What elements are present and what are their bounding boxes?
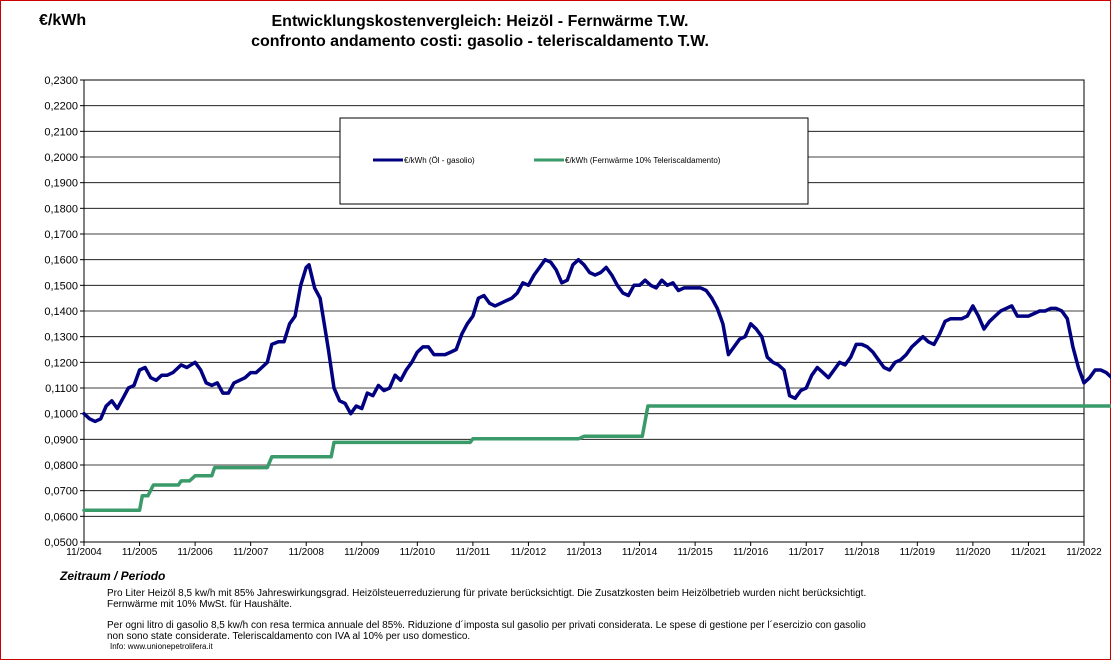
x-tick-label: 11/2022 bbox=[1066, 547, 1102, 558]
x-tick-label: 11/2020 bbox=[955, 547, 991, 558]
y-tick-label: 0,0900 bbox=[44, 434, 78, 446]
y-tick-label: 0,0800 bbox=[44, 460, 78, 472]
x-tick-label: 11/2018 bbox=[844, 547, 880, 558]
legend-label-oil: €/kWh (Öl - gasolio) bbox=[404, 156, 475, 165]
x-tick-label: 11/2017 bbox=[789, 547, 825, 558]
x-axis-ticks: 11/2004 11/2005 11/2006 11/2007 11/2008 11/20… bbox=[66, 542, 1102, 558]
chart-title-de: Entwicklungskostenvergleich: Heizöl - Fe… bbox=[271, 13, 689, 30]
y-tick-label: 0,2300 bbox=[44, 75, 78, 87]
x-tick-label: 11/2011 bbox=[456, 547, 491, 558]
x-tick-label: 11/2007 bbox=[233, 547, 269, 558]
footnote-it: Per ogni litro di gasolio 8,5 kw/h con r… bbox=[107, 620, 866, 642]
y-tick-label: 0,1600 bbox=[44, 255, 78, 267]
y-tick-label: 0,0500 bbox=[44, 537, 78, 549]
y-tick-label: 0,0700 bbox=[44, 486, 78, 498]
x-axis-label: Zeitraum / Periodo bbox=[60, 569, 166, 583]
x-tick-label: 11/2012 bbox=[511, 547, 547, 558]
legend-box bbox=[339, 117, 809, 205]
y-tick-label: 0,1300 bbox=[44, 332, 78, 344]
y-tick-label: 0,2200 bbox=[44, 101, 78, 113]
y-tick-label: 0,1000 bbox=[44, 409, 78, 421]
y-tick-label: 0,1100 bbox=[45, 383, 78, 395]
x-tick-label: 11/2016 bbox=[733, 547, 769, 558]
y-axis-ticks: 0,0500 0,0600 0,0700 0,0800 0,0900 0,1000 0,11… bbox=[44, 75, 84, 549]
x-tick-label: 11/2008 bbox=[289, 547, 325, 558]
series-lines bbox=[82, 257, 1111, 512]
y-tick-label: 0,1800 bbox=[44, 203, 78, 215]
y-tick-label: 0,1200 bbox=[44, 357, 78, 369]
y-tick-label: 0,2100 bbox=[44, 126, 78, 138]
x-tick-label: 11/2021 bbox=[1011, 547, 1047, 558]
y-tick-label: 0,0600 bbox=[44, 511, 78, 523]
legend: €/kWh (Öl - gasolio) €/kWh (Fernwärme 10… bbox=[339, 117, 809, 205]
y-tick-label: 0,1700 bbox=[44, 229, 78, 241]
legend-label-district: €/kWh (Fernwärme 10% Teleriscaldamento) bbox=[565, 156, 721, 165]
chart-title-it: confronto andamento costi: gasolio - tel… bbox=[251, 33, 709, 50]
x-tick-label: 11/2015 bbox=[677, 547, 713, 558]
footnote-de: Pro Liter Heizöl 8,5 kw/h mit 85% Jahres… bbox=[107, 588, 867, 610]
series-line-district bbox=[82, 404, 1111, 512]
plot-border bbox=[83, 79, 1085, 543]
x-tick-label: 11/2005 bbox=[122, 547, 158, 558]
y-tick-label: 0,1500 bbox=[44, 280, 78, 292]
x-tick-label: 11/2010 bbox=[400, 547, 436, 558]
x-tick-label: 11/2009 bbox=[344, 547, 380, 558]
x-tick-label: 11/2013 bbox=[566, 547, 602, 558]
x-tick-label: 11/2006 bbox=[177, 547, 213, 558]
y-tick-label: 0,2000 bbox=[44, 152, 78, 164]
x-tick-label: 11/2014 bbox=[622, 547, 658, 558]
info-source: Info: www.unionepetrolifera.it bbox=[110, 642, 213, 651]
series-line-oil bbox=[82, 257, 1111, 424]
y-tick-label: 0,1900 bbox=[44, 178, 78, 190]
x-tick-label: 11/2019 bbox=[900, 547, 936, 558]
y-unit-label: €/kWh bbox=[39, 12, 87, 29]
y-tick-label: 0,1400 bbox=[44, 306, 78, 318]
x-tick-label: 11/2004 bbox=[66, 547, 102, 558]
